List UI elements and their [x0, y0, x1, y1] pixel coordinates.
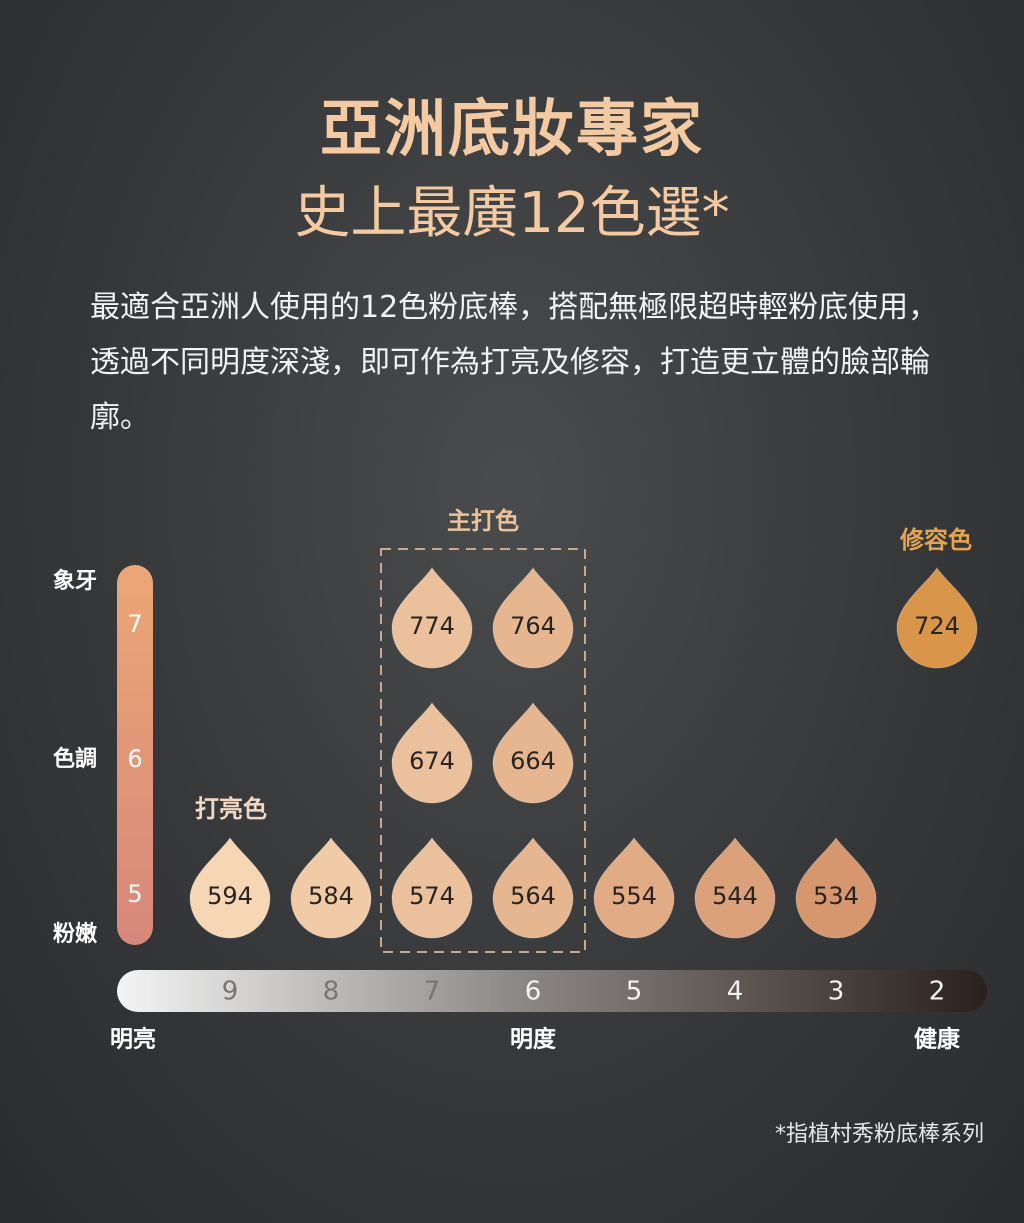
tone-bottom: 粉嫩	[53, 921, 98, 947]
shade-drop	[492, 702, 574, 804]
brightness-tick: 7	[424, 977, 441, 1007]
shade-code: 594	[207, 882, 253, 910]
brightness-tick: 8	[323, 977, 340, 1007]
brightness-middle: 明度	[510, 1026, 557, 1053]
shade-drop	[896, 567, 978, 669]
shade-drop	[189, 837, 271, 939]
shade-code: 674	[409, 747, 455, 775]
brightness-tick: 2	[929, 977, 946, 1007]
brightness-tick: 4	[727, 977, 744, 1007]
shade-code: 554	[611, 882, 657, 910]
contour-label: 修容色	[899, 526, 972, 554]
tone-middle: 色調	[53, 746, 97, 772]
shade-code: 764	[510, 612, 556, 640]
shade-code: 544	[712, 882, 758, 910]
shade-drop	[492, 567, 574, 669]
shade-drop	[391, 837, 473, 939]
brightness-tick: 5	[626, 977, 643, 1007]
shade-drop	[694, 837, 776, 939]
tone-tick: 5	[127, 880, 142, 908]
shade-code: 774	[409, 612, 455, 640]
shade-drop	[795, 837, 877, 939]
shade-code: 664	[510, 747, 556, 775]
shade-code: 574	[409, 882, 455, 910]
footnote: *指植村秀粉底棒系列	[774, 1122, 984, 1147]
tone-bar	[117, 565, 153, 945]
brightness-right: 健康	[914, 1026, 961, 1053]
description: 最適合亞洲人使用的12色粉底棒，搭配無極限超時輕粉底使用，透過不同明度深淺，即可…	[90, 290, 939, 435]
main-box	[380, 548, 586, 953]
brightness-tick: 9	[222, 977, 239, 1007]
tone-tick: 6	[127, 745, 142, 773]
shade-drop	[290, 837, 372, 939]
main-label: 主打色	[447, 507, 519, 535]
shade-code: 584	[308, 882, 354, 910]
shade-drop	[593, 837, 675, 939]
tone-top: 象牙	[53, 568, 97, 594]
title: 亞洲底妝專家	[319, 92, 704, 165]
brightness-left: 明亮	[110, 1026, 156, 1053]
brightness-bar	[117, 970, 987, 1012]
shade-drop	[492, 837, 574, 939]
tone-tick: 7	[127, 610, 142, 638]
brightness-tick: 3	[828, 977, 845, 1007]
brightness-tick: 6	[525, 977, 542, 1007]
shade-drop	[391, 567, 473, 669]
highlight-label: 打亮色	[195, 795, 267, 823]
subtitle: 史上最廣12色選*	[294, 181, 730, 246]
shade-code: 724	[914, 612, 960, 640]
shade-drop	[391, 702, 473, 804]
shade-code: 564	[510, 882, 556, 910]
shade-code: 534	[813, 882, 859, 910]
